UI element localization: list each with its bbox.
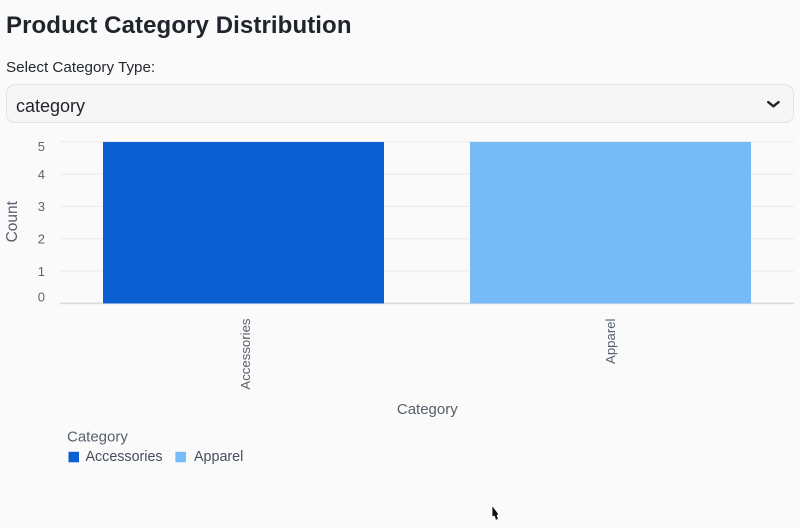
- svg-text:Apparel: Apparel: [603, 318, 618, 364]
- svg-text:Category: Category: [67, 429, 128, 446]
- svg-text:2: 2: [38, 232, 45, 247]
- svg-text:3: 3: [38, 199, 45, 214]
- svg-text:Accessories: Accessories: [238, 318, 253, 389]
- svg-text:1: 1: [38, 264, 45, 279]
- svg-text:4: 4: [38, 167, 45, 182]
- svg-text:Category: Category: [397, 401, 458, 418]
- svg-text:Count: Count: [4, 200, 21, 242]
- svg-text:0: 0: [38, 290, 45, 305]
- svg-text:5: 5: [38, 139, 45, 154]
- svg-text:Accessories: Accessories: [86, 449, 163, 465]
- svg-text:Apparel: Apparel: [194, 449, 243, 465]
